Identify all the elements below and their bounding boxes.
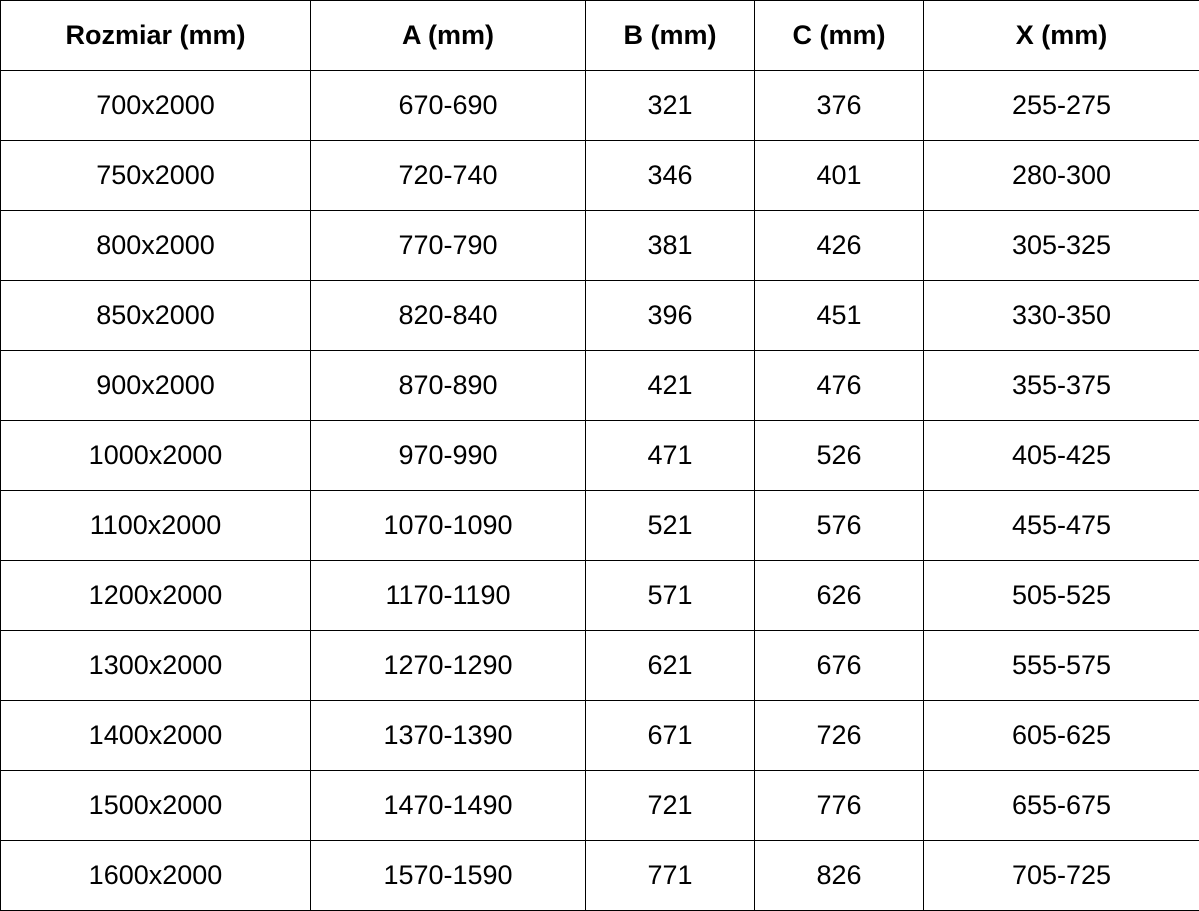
header-c: C (mm) bbox=[754, 0, 924, 71]
cell-size: 900x2000 bbox=[0, 350, 311, 421]
table-row: 900x2000 870-890 421 476 355-375 bbox=[0, 350, 1199, 421]
table-row: 1000x2000 970-990 471 526 405-425 bbox=[0, 420, 1199, 491]
table-body: 700x2000 670-690 321 376 255-275 750x2000 720-… bbox=[0, 70, 1199, 911]
cell-x: 505-525 bbox=[923, 560, 1199, 631]
cell-a: 1170-1190 bbox=[310, 560, 586, 631]
cell-size: 1600x2000 bbox=[0, 840, 311, 911]
cell-size: 1300x2000 bbox=[0, 630, 311, 701]
cell-b: 671 bbox=[585, 700, 755, 771]
cell-x: 455-475 bbox=[923, 490, 1199, 561]
table-row: 700x2000 670-690 321 376 255-275 bbox=[0, 70, 1199, 141]
cell-x: 605-625 bbox=[923, 700, 1199, 771]
cell-size: 700x2000 bbox=[0, 70, 311, 141]
cell-b: 396 bbox=[585, 280, 755, 351]
cell-size: 750x2000 bbox=[0, 140, 311, 211]
table-row: 1600x2000 1570-1590 771 826 705-725 bbox=[0, 840, 1199, 911]
table-row: 1100x2000 1070-1090 521 576 455-475 bbox=[0, 490, 1199, 561]
cell-x: 255-275 bbox=[923, 70, 1199, 141]
header-size: Rozmiar (mm) bbox=[0, 0, 311, 71]
cell-size: 1500x2000 bbox=[0, 770, 311, 841]
cell-a: 720-740 bbox=[310, 140, 586, 211]
cell-c: 401 bbox=[754, 140, 924, 211]
table-row: 800x2000 770-790 381 426 305-325 bbox=[0, 210, 1199, 281]
cell-c: 776 bbox=[754, 770, 924, 841]
cell-a: 1570-1590 bbox=[310, 840, 586, 911]
cell-a: 970-990 bbox=[310, 420, 586, 491]
header-x: X (mm) bbox=[923, 0, 1199, 71]
table-row: 1300x2000 1270-1290 621 676 555-575 bbox=[0, 630, 1199, 701]
cell-b: 571 bbox=[585, 560, 755, 631]
cell-a: 770-790 bbox=[310, 210, 586, 281]
table-row: 1200x2000 1170-1190 571 626 505-525 bbox=[0, 560, 1199, 631]
cell-x: 655-675 bbox=[923, 770, 1199, 841]
cell-a: 870-890 bbox=[310, 350, 586, 421]
cell-c: 451 bbox=[754, 280, 924, 351]
cell-size: 850x2000 bbox=[0, 280, 311, 351]
cell-b: 381 bbox=[585, 210, 755, 281]
cell-a: 670-690 bbox=[310, 70, 586, 141]
cell-x: 555-575 bbox=[923, 630, 1199, 701]
cell-a: 1270-1290 bbox=[310, 630, 586, 701]
cell-a: 1070-1090 bbox=[310, 490, 586, 561]
cell-c: 476 bbox=[754, 350, 924, 421]
cell-c: 726 bbox=[754, 700, 924, 771]
cell-b: 421 bbox=[585, 350, 755, 421]
cell-c: 576 bbox=[754, 490, 924, 561]
table-row: 1500x2000 1470-1490 721 776 655-675 bbox=[0, 770, 1199, 841]
cell-x: 355-375 bbox=[923, 350, 1199, 421]
header-b: B (mm) bbox=[585, 0, 755, 71]
cell-size: 1400x2000 bbox=[0, 700, 311, 771]
cell-c: 826 bbox=[754, 840, 924, 911]
cell-x: 705-725 bbox=[923, 840, 1199, 911]
cell-x: 405-425 bbox=[923, 420, 1199, 491]
cell-c: 526 bbox=[754, 420, 924, 491]
cell-x: 330-350 bbox=[923, 280, 1199, 351]
cell-b: 621 bbox=[585, 630, 755, 701]
cell-size: 1100x2000 bbox=[0, 490, 311, 561]
header-row: Rozmiar (mm) A (mm) B (mm) C (mm) X (mm) bbox=[0, 0, 1199, 71]
table-header: Rozmiar (mm) A (mm) B (mm) C (mm) X (mm) bbox=[0, 0, 1199, 71]
cell-x: 280-300 bbox=[923, 140, 1199, 211]
table-row: 850x2000 820-840 396 451 330-350 bbox=[0, 280, 1199, 351]
cell-a: 820-840 bbox=[310, 280, 586, 351]
cell-x: 305-325 bbox=[923, 210, 1199, 281]
cell-size: 800x2000 bbox=[0, 210, 311, 281]
cell-size: 1200x2000 bbox=[0, 560, 311, 631]
table-row: 1400x2000 1370-1390 671 726 605-625 bbox=[0, 700, 1199, 771]
header-a: A (mm) bbox=[310, 0, 586, 71]
cell-c: 426 bbox=[754, 210, 924, 281]
cell-b: 771 bbox=[585, 840, 755, 911]
cell-b: 471 bbox=[585, 420, 755, 491]
cell-size: 1000x2000 bbox=[0, 420, 311, 491]
cell-a: 1370-1390 bbox=[310, 700, 586, 771]
cell-c: 676 bbox=[754, 630, 924, 701]
cell-b: 521 bbox=[585, 490, 755, 561]
cell-b: 721 bbox=[585, 770, 755, 841]
cell-b: 321 bbox=[585, 70, 755, 141]
cell-c: 376 bbox=[754, 70, 924, 141]
table-row: 750x2000 720-740 346 401 280-300 bbox=[0, 140, 1199, 211]
cell-c: 626 bbox=[754, 560, 924, 631]
cell-a: 1470-1490 bbox=[310, 770, 586, 841]
cell-b: 346 bbox=[585, 140, 755, 211]
